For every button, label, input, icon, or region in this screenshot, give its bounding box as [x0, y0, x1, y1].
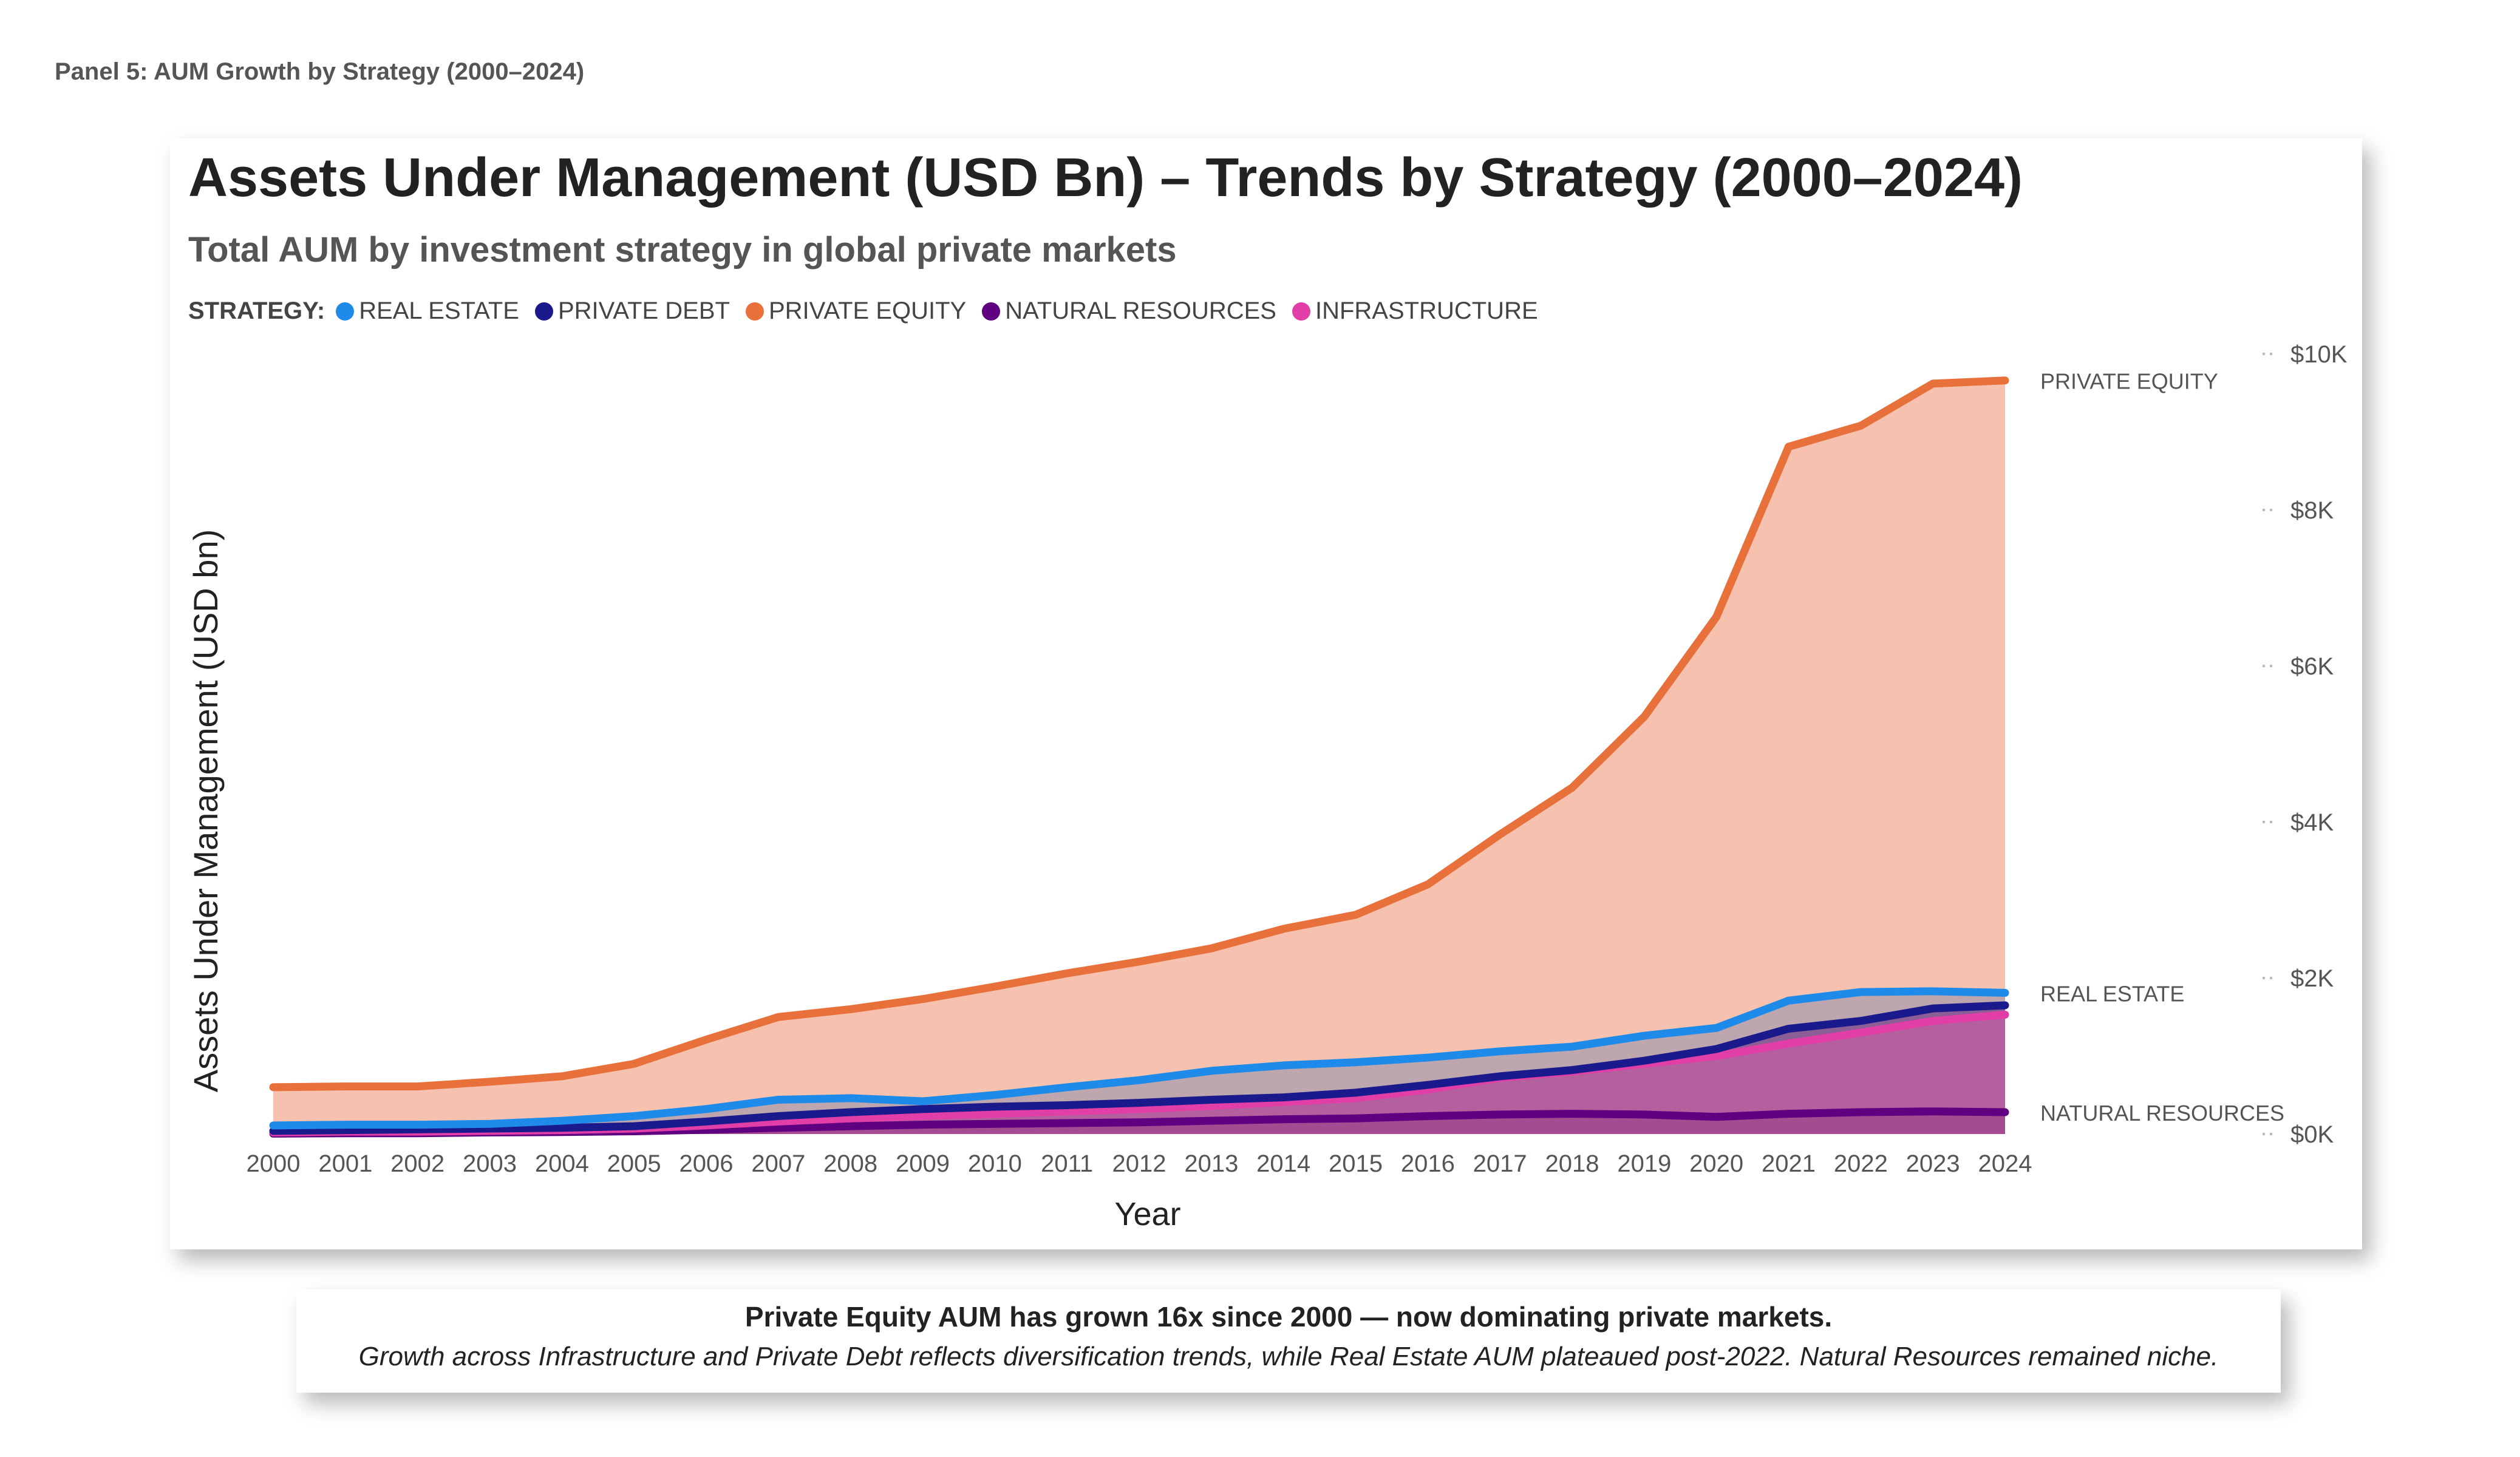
x-tick-label: 2009	[896, 1150, 950, 1177]
y-tick-label: $4K	[2290, 809, 2334, 836]
callout-headline: Private Equity AUM has grown 16x since 2…	[744, 1301, 1833, 1333]
callout-body: Growth across Infrastructure and Private…	[358, 1342, 2219, 1371]
line-private-equity-top	[270, 377, 2009, 1091]
x-axis: 2000 2001 2002 2003 2004 2005 2006 2007 2008 2009…	[247, 1150, 2032, 1177]
x-tick-label: 2001	[318, 1150, 372, 1177]
legend-item-real-estate: REAL ESTATE	[336, 297, 519, 325]
legend-label: REAL ESTATE	[359, 297, 519, 324]
legend-item-private-equity: PRIVATE EQUITY	[745, 297, 967, 325]
legend-label: INFRASTRUCTURE	[1315, 297, 1538, 324]
x-tick-label: 2020	[1689, 1150, 1743, 1177]
x-tick-label: 2017	[1473, 1150, 1527, 1177]
x-tick-label: 2022	[1834, 1150, 1888, 1177]
y-axis: $0K $2K $4K $6K $8K $10K	[2263, 341, 2348, 1148]
x-tick-label: 2004	[535, 1150, 589, 1177]
legend-dot	[534, 302, 553, 321]
x-axis-title: Year	[1114, 1196, 1180, 1232]
end-labels: PRIVATE EQUITY REAL ESTATE NATURAL RESOURC…	[2040, 369, 2284, 1126]
y-axis-title: Assets Under Management (USD bn)	[186, 529, 225, 1093]
x-tick-label: 2005	[607, 1150, 661, 1177]
legend-title: STRATEGY:	[188, 297, 325, 324]
legend-item-infrastructure: INFRASTRUCTURE	[1292, 297, 1538, 325]
area-infrastructure	[273, 1014, 2005, 1134]
legend-dot	[336, 302, 355, 321]
area-chart: 2000 2001 2002 2003 2004 2005 2006 2007 2008 2009…	[186, 341, 2348, 1232]
x-tick-label: 2012	[1112, 1150, 1166, 1177]
legend-dot	[1292, 302, 1310, 321]
x-tick-label: 2015	[1329, 1150, 1383, 1177]
end-label-private-equity: PRIVATE EQUITY	[2040, 369, 2218, 394]
insight-callout: Private Equity AUM has grown 16x since 2…	[296, 1289, 2281, 1393]
x-tick-label: 2008	[823, 1150, 877, 1177]
y-tick-label: $6K	[2290, 653, 2334, 680]
line-layer	[269, 376, 2009, 1138]
panel-label: Panel 5: AUM Growth by Strategy (2000–20…	[55, 58, 585, 85]
x-tick-label: 2002	[390, 1150, 444, 1177]
x-tick-label: 2024	[1978, 1150, 2032, 1177]
line-private-debt	[269, 1001, 2009, 1135]
chart-legend: STRATEGY: REAL ESTATE PRIVATE DEBT PRIVATE…	[188, 297, 1554, 325]
x-tick-label: 2014	[1256, 1150, 1310, 1177]
legend-item-natural-resources: NATURAL RESOURCES	[982, 297, 1276, 325]
x-tick-label: 2023	[1906, 1150, 1960, 1177]
y-tick-label: $10K	[2290, 341, 2348, 368]
legend-label: NATURAL RESOURCES	[1005, 297, 1276, 324]
y-tick-label: $2K	[2290, 965, 2334, 992]
legend-dot	[745, 302, 764, 321]
x-tick-label: 2018	[1545, 1150, 1599, 1177]
x-tick-label: 2010	[968, 1150, 1022, 1177]
chart-subtitle: Total AUM by investment strategy in glob…	[188, 230, 1177, 270]
x-tick-label: 2019	[1617, 1150, 1671, 1177]
x-tick-label: 2021	[1762, 1150, 1816, 1177]
area-private-equity	[273, 380, 2005, 1135]
legend-item-private-debt: PRIVATE DEBT	[534, 297, 730, 325]
x-tick-label: 2000	[247, 1150, 301, 1177]
x-tick-label: 2006	[679, 1150, 734, 1177]
legend-label: PRIVATE EQUITY	[768, 297, 967, 324]
x-tick-label: 2016	[1401, 1150, 1455, 1177]
end-label-real-estate: REAL ESTATE	[2040, 981, 2184, 1006]
legend-items: REAL ESTATE PRIVATE DEBT PRIVATE EQUITY NAT…	[336, 297, 1553, 325]
x-tick-label: 2007	[751, 1150, 805, 1177]
end-label-natural-resources: NATURAL RESOURCES	[2040, 1101, 2284, 1126]
legend-dot	[982, 302, 1001, 321]
legend-label: PRIVATE DEBT	[557, 297, 730, 324]
x-tick-label: 2013	[1184, 1150, 1238, 1177]
y-tick-label: $8K	[2290, 497, 2334, 524]
chart-card: Assets Under Management (USD Bn) – Trend…	[170, 138, 2362, 1249]
chart-title: Assets Under Management (USD Bn) – Trend…	[188, 148, 2023, 208]
y-tick-label: $0K	[2290, 1121, 2334, 1148]
x-tick-label: 2011	[1041, 1150, 1093, 1177]
x-tick-label: 2003	[463, 1150, 517, 1177]
line-real-estate	[269, 987, 2009, 1130]
